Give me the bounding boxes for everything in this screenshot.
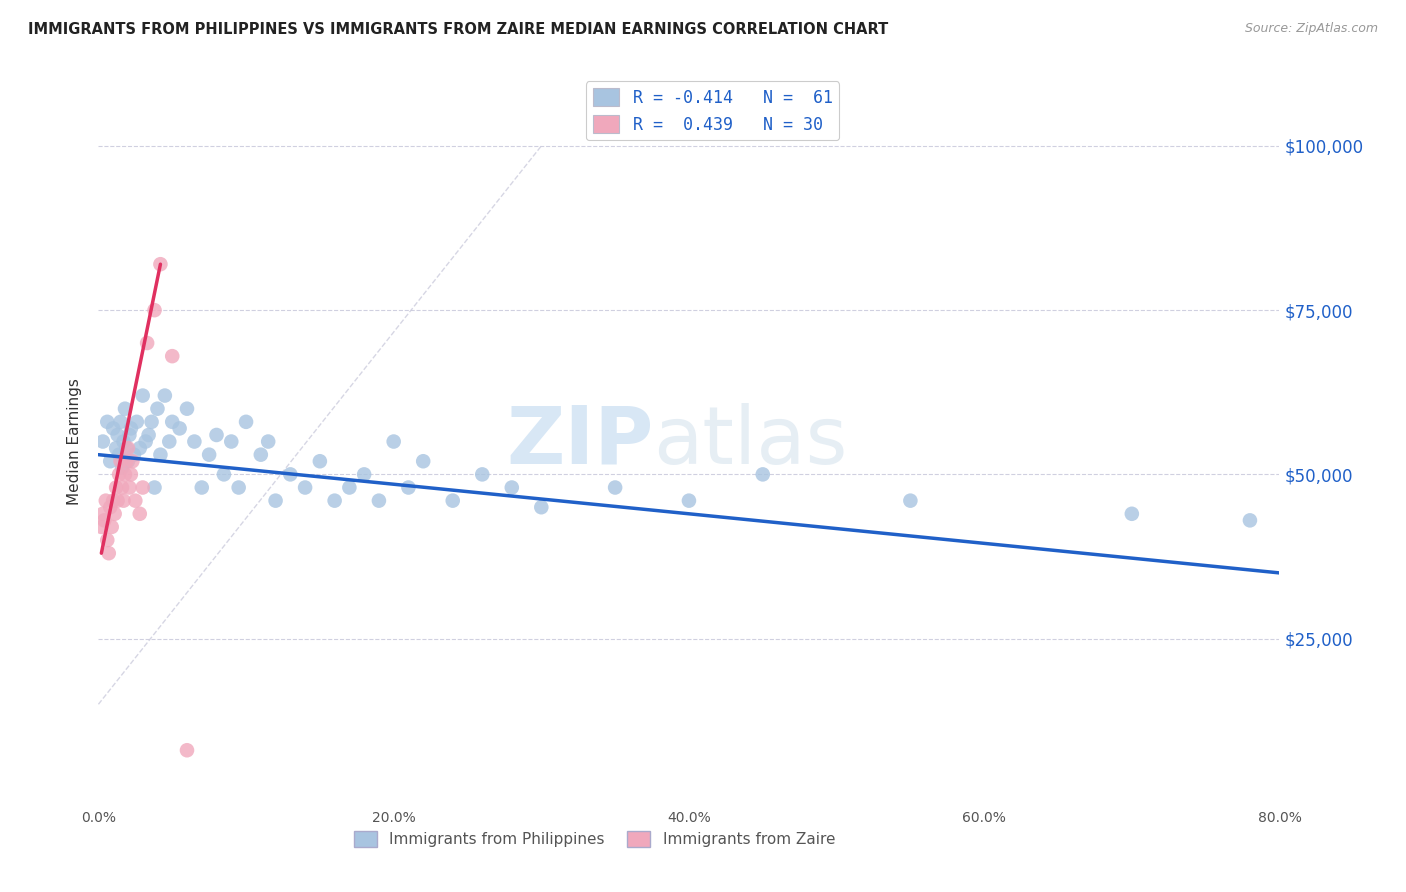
Point: [605, 481, 627, 495]
Point: [294, 481, 316, 495]
Point: [353, 467, 375, 482]
Point: [104, 507, 127, 521]
Point: [132, 388, 155, 402]
Point: [136, 336, 159, 351]
Point: [678, 493, 700, 508]
Point: [121, 454, 143, 468]
Text: ZIP: ZIP: [506, 402, 654, 481]
Point: [125, 415, 148, 429]
Point: [132, 481, 155, 495]
Point: [280, 467, 302, 482]
Point: [441, 493, 464, 508]
Point: [264, 493, 287, 508]
Point: [115, 441, 138, 455]
Point: [103, 493, 125, 508]
Point: [398, 481, 420, 495]
Point: [90, 520, 112, 534]
Point: [120, 421, 142, 435]
Legend: Immigrants from Philippines, Immigrants from Zaire: Immigrants from Philippines, Immigrants …: [347, 825, 841, 853]
Point: [94, 493, 117, 508]
Point: [1121, 507, 1143, 521]
Point: [205, 428, 228, 442]
Point: [110, 454, 132, 468]
Point: [141, 415, 163, 429]
Point: [153, 388, 176, 402]
Point: [412, 454, 434, 468]
Point: [96, 533, 118, 547]
Point: [111, 481, 134, 495]
Point: [900, 493, 922, 508]
Point: [146, 401, 169, 416]
Point: [110, 415, 132, 429]
Point: [111, 460, 134, 475]
Point: [93, 513, 115, 527]
Point: [124, 493, 146, 508]
Point: [191, 481, 214, 495]
Point: [114, 467, 136, 482]
Point: [138, 428, 160, 442]
Point: [115, 454, 138, 468]
Text: IMMIGRANTS FROM PHILIPPINES VS IMMIGRANTS FROM ZAIRE MEDIAN EARNINGS CORRELATION: IMMIGRANTS FROM PHILIPPINES VS IMMIGRANT…: [28, 22, 889, 37]
Point: [382, 434, 405, 449]
Point: [183, 434, 205, 449]
Point: [1239, 513, 1261, 527]
Point: [91, 434, 114, 449]
Point: [157, 434, 180, 449]
Point: [228, 481, 250, 495]
Point: [149, 257, 172, 271]
Point: [501, 481, 523, 495]
Point: [162, 415, 183, 429]
Point: [107, 493, 129, 508]
Point: [250, 448, 273, 462]
Point: [176, 401, 198, 416]
Point: [120, 467, 142, 482]
Point: [323, 493, 346, 508]
Point: [91, 507, 114, 521]
Point: [169, 421, 191, 435]
Point: [118, 428, 141, 442]
Point: [117, 441, 139, 455]
Point: [143, 481, 166, 495]
Point: [530, 500, 553, 515]
Point: [135, 434, 157, 449]
Point: [96, 415, 118, 429]
Point: [149, 448, 172, 462]
Point: [97, 546, 120, 560]
Point: [221, 434, 243, 449]
Point: [114, 401, 136, 416]
Point: [212, 467, 235, 482]
Text: Source: ZipAtlas.com: Source: ZipAtlas.com: [1244, 22, 1378, 36]
Point: [100, 520, 122, 534]
Point: [108, 448, 131, 462]
Y-axis label: Median Earnings: Median Earnings: [67, 378, 83, 505]
Point: [105, 481, 128, 495]
Point: [128, 441, 150, 455]
Text: atlas: atlas: [654, 402, 848, 481]
Point: [108, 467, 131, 482]
Point: [107, 428, 129, 442]
Point: [105, 441, 128, 455]
Point: [176, 743, 198, 757]
Point: [112, 434, 135, 449]
Point: [128, 507, 150, 521]
Point: [339, 481, 361, 495]
Point: [309, 454, 332, 468]
Point: [198, 448, 221, 462]
Point: [235, 415, 257, 429]
Point: [118, 481, 141, 495]
Point: [752, 467, 775, 482]
Point: [112, 493, 135, 508]
Point: [122, 448, 145, 462]
Point: [117, 454, 139, 468]
Point: [143, 303, 166, 318]
Point: [471, 467, 494, 482]
Point: [257, 434, 280, 449]
Point: [103, 421, 125, 435]
Point: [98, 454, 121, 468]
Point: [98, 500, 121, 515]
Point: [162, 349, 183, 363]
Point: [368, 493, 391, 508]
